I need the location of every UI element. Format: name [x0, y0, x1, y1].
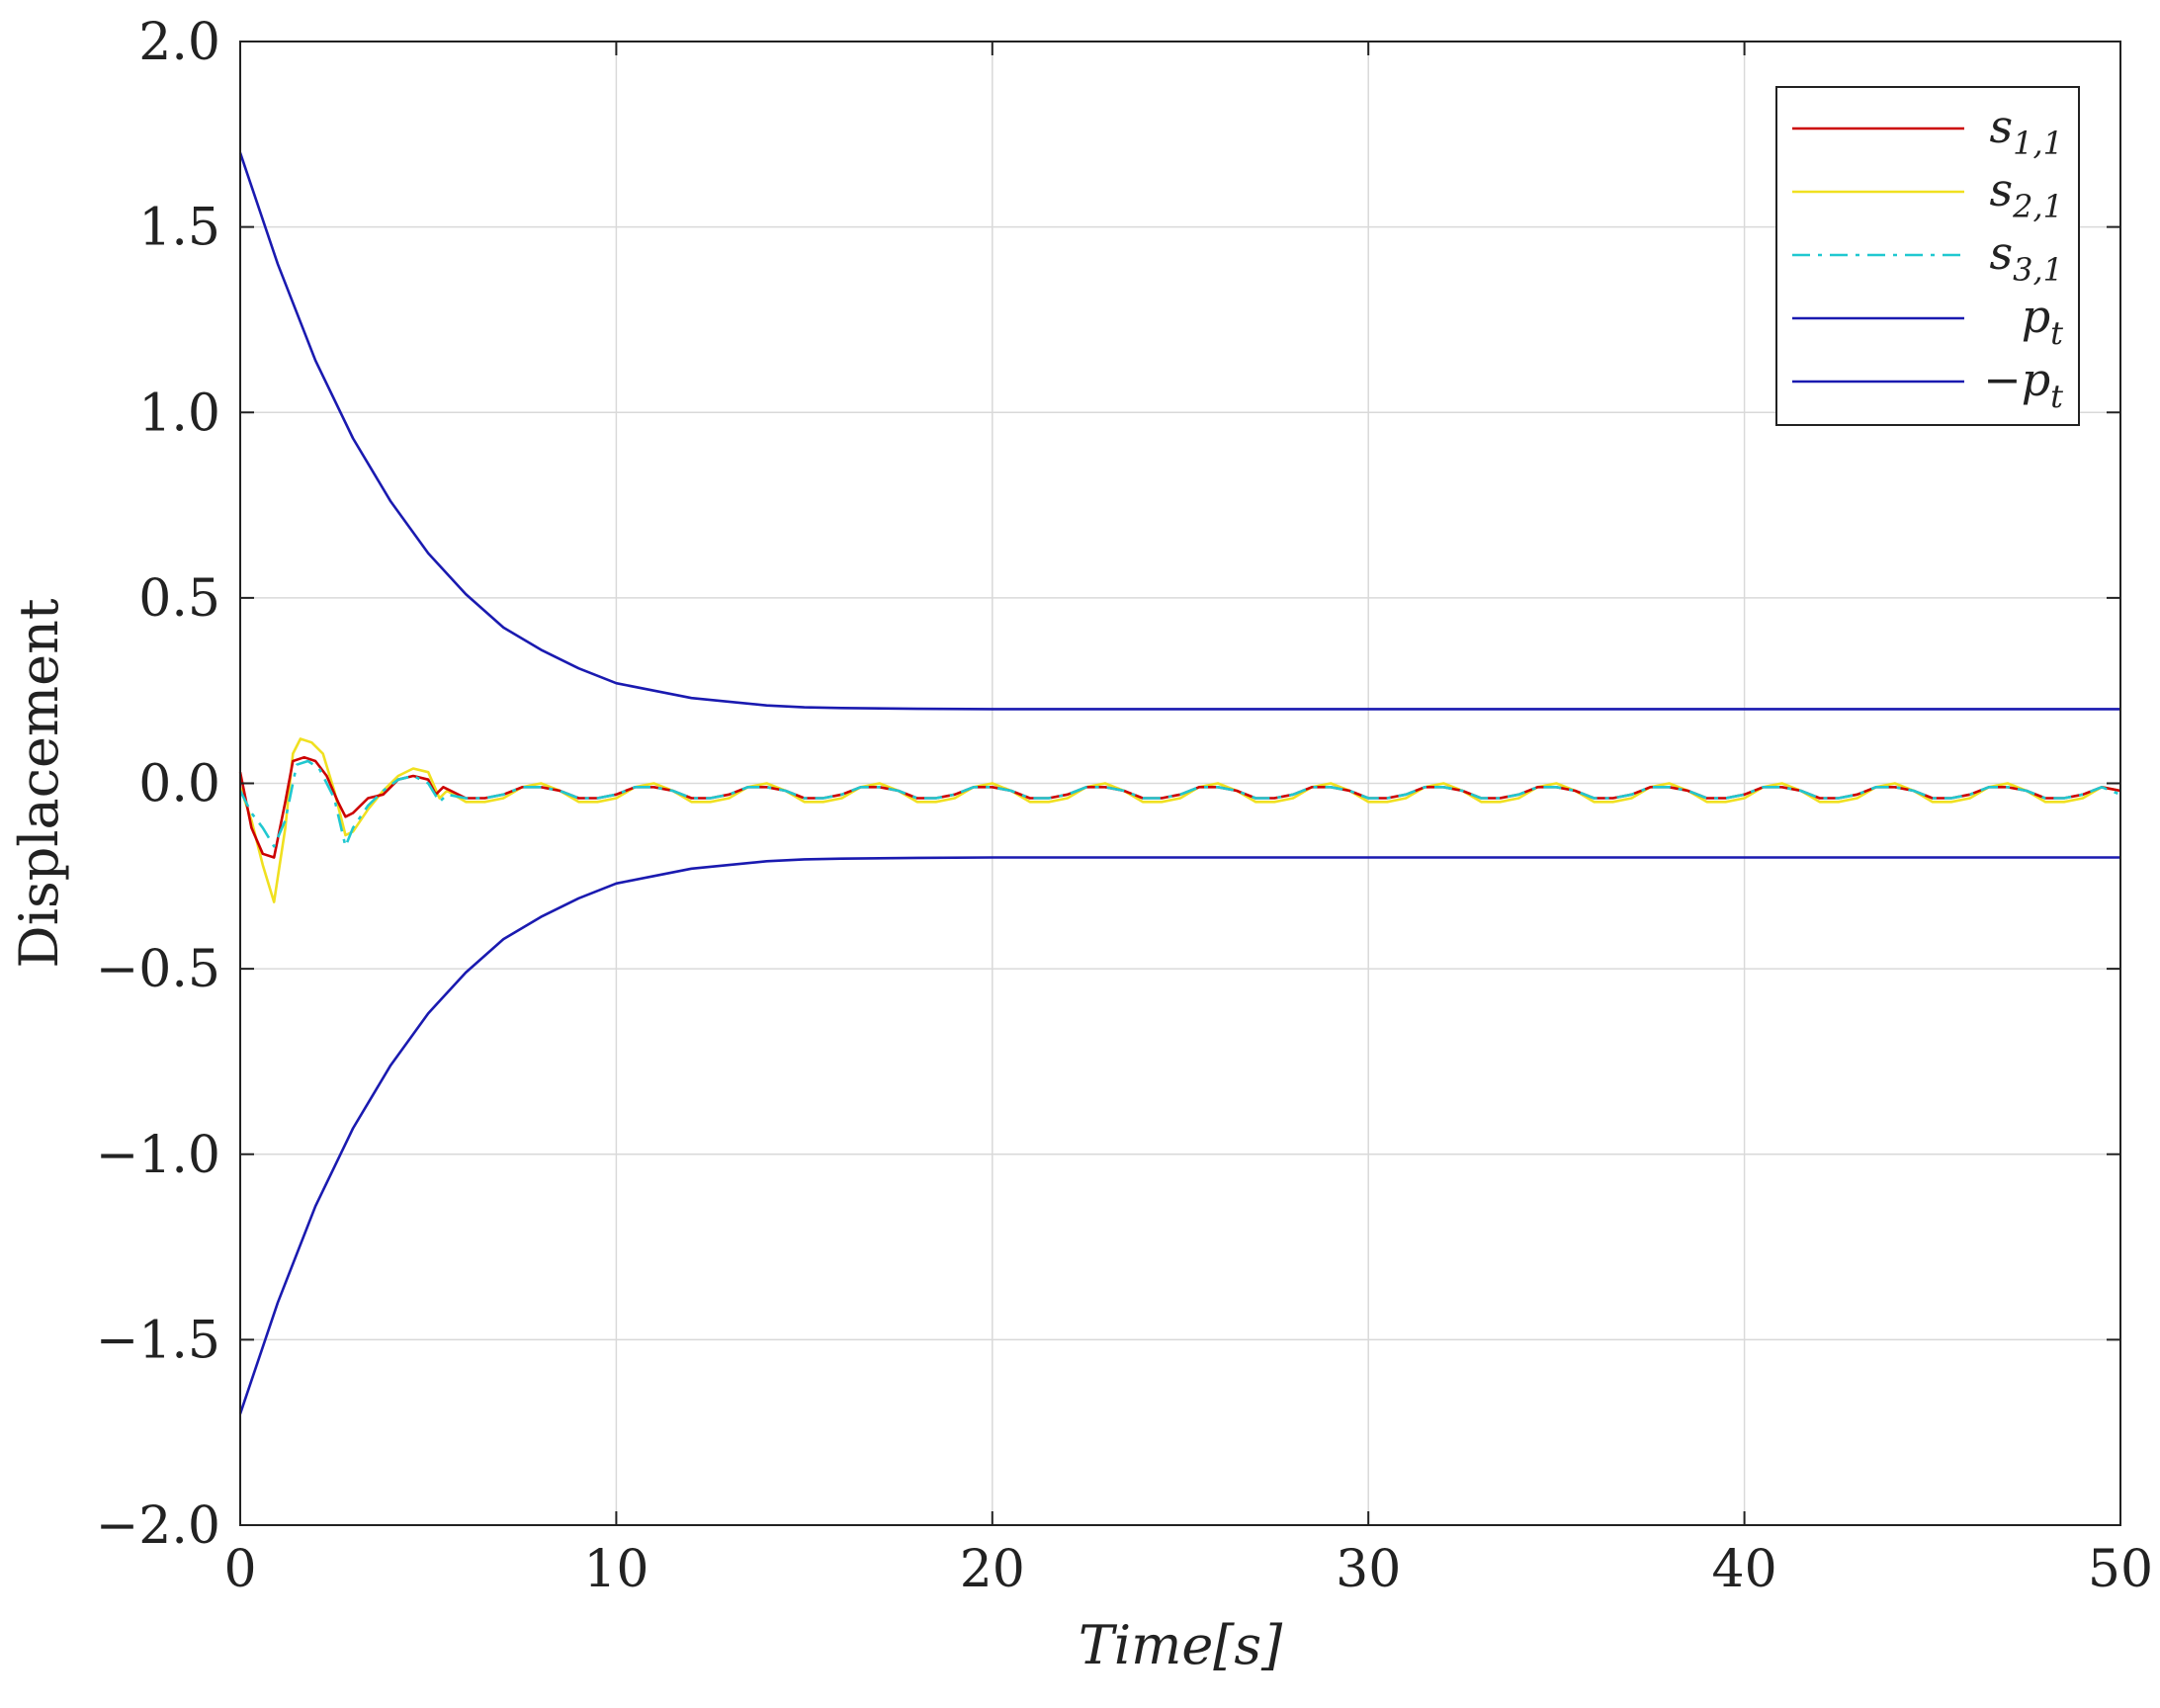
- axis-ticks: [239, 41, 2121, 1526]
- series-line-1: [238, 737, 2121, 903]
- y-axis-label: Displacement: [8, 598, 70, 968]
- series-line-3: [238, 152, 2120, 711]
- y-tick-label: −1.5: [96, 1311, 220, 1370]
- y-tick-label: 1.5: [138, 199, 220, 258]
- y-tick-label: −0.5: [96, 940, 220, 999]
- x-tick-label: 40: [1712, 1540, 1777, 1599]
- y-tick-label: 1.0: [138, 384, 220, 443]
- y-tick-label: 0.0: [138, 755, 220, 814]
- legend-label: pt: [2022, 290, 2063, 352]
- x-tick-label: 30: [1336, 1540, 1401, 1599]
- y-tick-label: 0.5: [138, 569, 220, 629]
- y-tick-labels: 2.0 1.5 1.0 0.5 0.0 −0.5 −1.0 −1.5 −2.0: [96, 13, 220, 1556]
- y-tick-label: 2.0: [138, 13, 220, 72]
- x-tick-label: 50: [2088, 1540, 2153, 1599]
- series-layer: [238, 152, 2121, 1414]
- legend-label: −pt: [1983, 353, 2063, 415]
- legend-label: s2,1: [1990, 163, 2064, 225]
- series-line-4: [238, 856, 2120, 1414]
- legend-label: s1,1: [1990, 100, 2064, 162]
- x-tick-labels: 0 10 20 30 40 50: [223, 1540, 2153, 1599]
- y-tick-label: −1.0: [96, 1126, 220, 1185]
- legend-label: s3,1: [1990, 226, 2064, 289]
- series-line-0: [238, 755, 2121, 859]
- x-tick-label: 0: [223, 1540, 256, 1599]
- series-line-2: [238, 759, 2121, 848]
- x-tick-label: 20: [960, 1540, 1025, 1599]
- y-tick-label: −2.0: [96, 1496, 220, 1556]
- x-axis-label: Time[s]: [1079, 1614, 1283, 1676]
- legend-box: [1775, 86, 2080, 426]
- legend: s1,1s2,1s3,1pt−pt: [1775, 86, 2080, 426]
- x-tick-label: 10: [583, 1540, 648, 1599]
